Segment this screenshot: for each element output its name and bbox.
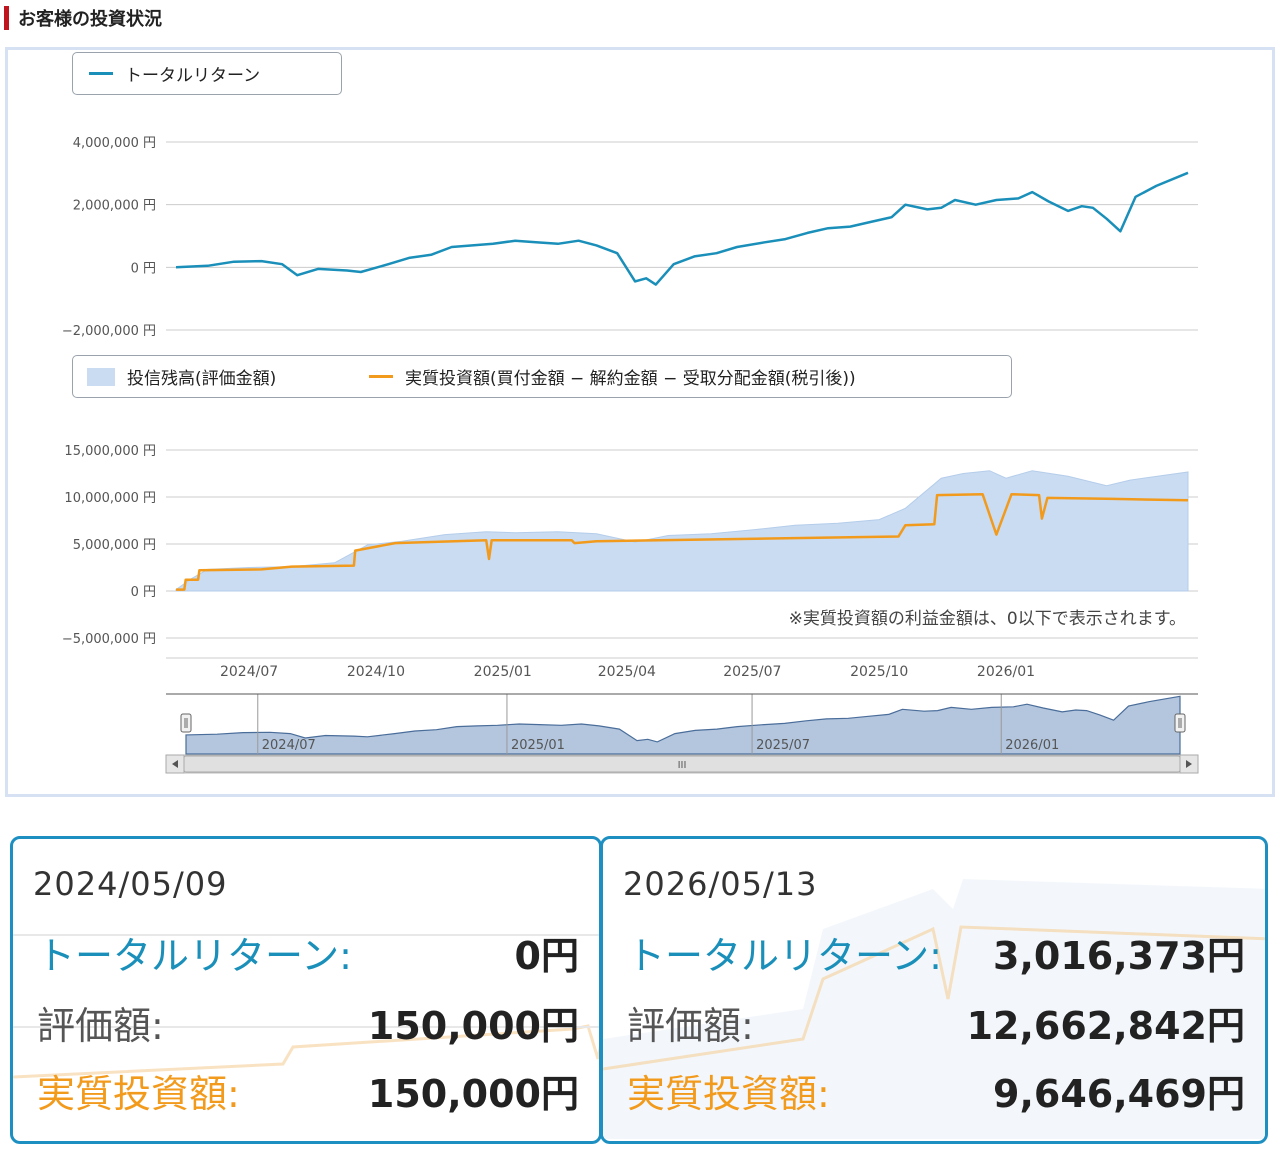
navigator-tick-label: 2024/07 — [262, 738, 316, 753]
end-summary-card: 2026/05/13 トータルリターン: 3,016,373円 評価額: 12,… — [600, 836, 1268, 1144]
heading-accent-bar — [4, 6, 9, 30]
total-return-row: トータルリターン: 0円 — [37, 925, 579, 981]
navigator-area — [185, 695, 1181, 755]
legend-line-icon — [369, 375, 393, 378]
legend-label: 実質投資額(買付金額 − 解約金額 − 受取分配金額(税引後)) — [405, 369, 856, 389]
x-tick-label: 2025/07 — [723, 664, 781, 680]
legend-label: 投信残高(評価金額) — [127, 369, 277, 389]
total-return-value: 3,016,373円 — [993, 934, 1245, 978]
chart-note: ※実質投資額の利益金額は、0以下で表示されます。 — [789, 609, 1186, 629]
section-heading: お客様の投資状況 — [0, 0, 1280, 36]
total-return-row: トータルリターン: 3,016,373円 — [627, 925, 1245, 981]
navigator-handle — [1174, 713, 1186, 733]
total-return-label: トータルリターン: — [37, 934, 352, 978]
chart-frame — [5, 47, 1275, 797]
invested-row: 実質投資額: 150,000円 — [37, 1063, 579, 1119]
invested-value: 9,646,469円 — [993, 1072, 1245, 1116]
section-title: お客様の投資状況 — [18, 9, 162, 30]
y-tick-label: 4,000,000 円 — [73, 136, 156, 151]
x-axis: 2024/07 2024/10 2025/01 2025/04 2025/07 2025/… — [166, 657, 1198, 680]
y-tick-label: 5,000,000 円 — [73, 538, 156, 553]
total-return-value: 0円 — [514, 934, 579, 978]
y-tick-label: 0 円 — [131, 585, 156, 600]
total-return-line — [175, 171, 1189, 286]
card-date: 2026/05/13 — [623, 865, 818, 903]
chevron-left-icon — [172, 760, 178, 768]
legend-item-invested[interactable]: 実質投資額(買付金額 − 解約金額 − 受取分配金額(税引後)) — [369, 356, 856, 397]
card-background-chart — [13, 934, 599, 1079]
balance-area — [175, 470, 1189, 592]
y-tick-label: 10,000,000 円 — [64, 491, 156, 506]
valuation-row: 評価額: 12,662,842円 — [627, 995, 1245, 1051]
navigator-tick-label: 2025/07 — [756, 738, 810, 753]
invested-line — [176, 492, 1189, 591]
x-tick-label: 2025/01 — [474, 664, 532, 680]
legend-label: トータルリターン — [125, 66, 261, 86]
x-tick-label: 2026/01 — [977, 664, 1035, 680]
invested-label: 実質投資額: — [37, 1072, 240, 1116]
legend-area-icon — [87, 367, 115, 386]
valuation-label: 評価額: — [627, 1004, 754, 1048]
y-tick-label: 2,000,000 円 — [73, 199, 156, 214]
start-summary-card: 2024/05/09 トータルリターン: 0円 評価額: 150,000円 実質… — [10, 836, 602, 1144]
x-tick-label: 2024/07 — [220, 664, 278, 680]
total-return-chart: 4,000,000 円 2,000,000 円 0 円 −2,000,000 円 — [62, 136, 1198, 339]
legend-total-return[interactable]: トータルリターン — [72, 52, 342, 95]
navigator[interactable]: 2024/07 2025/01 2025/07 2026/01 III — [165, 693, 1199, 774]
scrollbar-grip: III — [678, 760, 687, 771]
card-date: 2024/05/09 — [33, 865, 228, 903]
invested-value: 150,000円 — [367, 1072, 579, 1116]
legend-line-icon — [89, 72, 113, 75]
balance-chart: 15,000,000 円 10,000,000 円 5,000,000 円 0 円 −5… — [62, 444, 1198, 647]
charts-svg: 4,000,000 円 2,000,000 円 0 円 −2,000,000 円 15… — [62, 136, 1199, 774]
x-tick-label: 2025/10 — [850, 664, 908, 680]
chevron-right-icon — [1186, 760, 1192, 768]
legend-item-total-return[interactable]: トータルリターン — [89, 53, 260, 94]
x-tick-label: 2025/04 — [598, 664, 656, 680]
y-tick-label: 0 円 — [131, 261, 156, 276]
invested-label: 実質投資額: — [627, 1072, 830, 1116]
navigator-tick-label: 2026/01 — [1005, 738, 1059, 753]
y-tick-label: 15,000,000 円 — [64, 444, 156, 459]
valuation-row: 評価額: 150,000円 — [37, 995, 579, 1051]
valuation-value: 12,662,842円 — [966, 1004, 1245, 1048]
invested-row: 実質投資額: 9,646,469円 — [627, 1063, 1245, 1119]
valuation-value: 150,000円 — [367, 1004, 579, 1048]
x-tick-label: 2024/10 — [347, 664, 405, 680]
total-return-label: トータルリターン: — [627, 934, 942, 978]
legend-balance[interactable]: 投信残高(評価金額) 実質投資額(買付金額 − 解約金額 − 受取分配金額(税引… — [72, 355, 1012, 398]
navigator-tick-label: 2025/01 — [511, 738, 565, 753]
card-background-chart — [603, 879, 1265, 1139]
y-tick-label: −5,000,000 円 — [62, 632, 156, 647]
y-tick-label: −2,000,000 円 — [62, 324, 156, 339]
navigator-handle — [180, 713, 192, 733]
valuation-label: 評価額: — [37, 1004, 164, 1048]
legend-item-balance[interactable]: 投信残高(評価金額) — [87, 356, 276, 397]
